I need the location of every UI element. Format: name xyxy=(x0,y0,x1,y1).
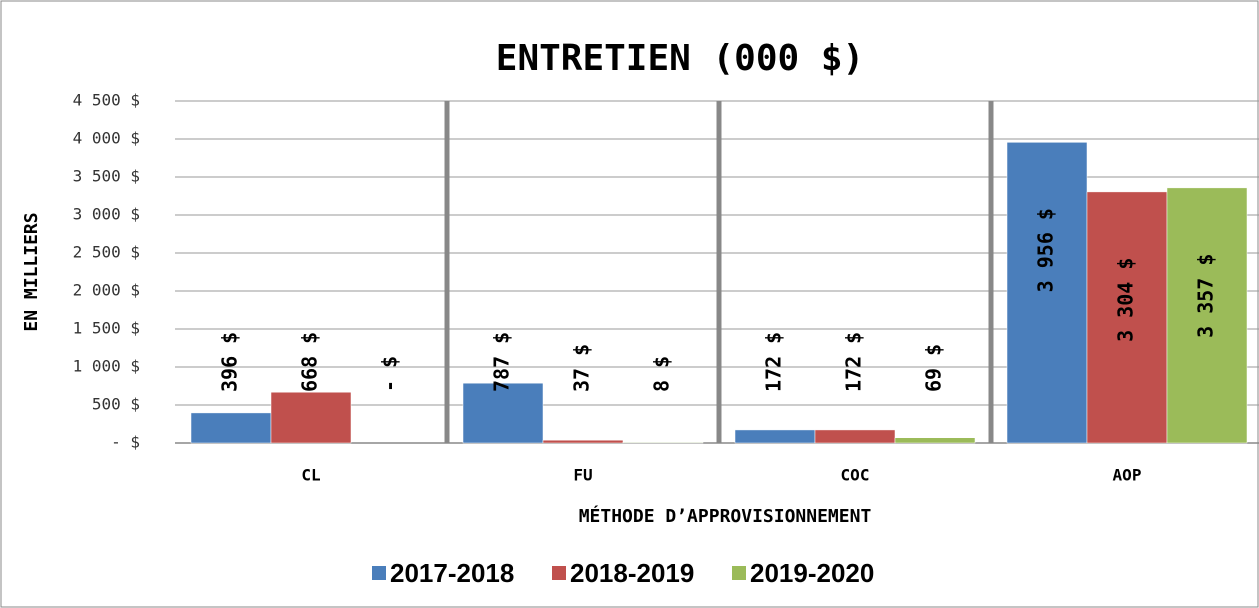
y-tick-label: 4 000 $ xyxy=(73,129,140,148)
y-tick-label: 3 500 $ xyxy=(73,167,140,186)
bar xyxy=(734,429,816,444)
bar xyxy=(1006,142,1088,444)
x-tick-label: AOP xyxy=(1113,466,1142,485)
data-label: 787 $ xyxy=(490,332,514,392)
y-tick-label: 4 500 $ xyxy=(73,91,140,110)
data-label: 8 $ xyxy=(650,356,674,392)
x-tick-label: FU xyxy=(573,466,592,485)
bar xyxy=(190,412,272,444)
bar xyxy=(542,439,624,444)
data-label: 172 $ xyxy=(762,332,786,392)
bar xyxy=(622,442,704,444)
y-tick-label: 1 500 $ xyxy=(73,319,140,338)
y-tick-label: 1 000 $ xyxy=(73,357,140,376)
data-label: 3 956 $ xyxy=(1034,208,1058,292)
bar xyxy=(462,382,544,444)
x-tick-label: COC xyxy=(841,466,870,485)
data-label: 3 304 $ xyxy=(1114,258,1138,342)
data-label: - $ xyxy=(378,356,402,392)
data-label: 69 $ xyxy=(922,344,946,392)
x-tick-label: CL xyxy=(301,466,320,485)
y-tick-label: 2 500 $ xyxy=(73,243,140,262)
y-tick-label: - $ xyxy=(111,433,140,452)
bar xyxy=(894,437,976,444)
y-tick-label: 3 000 $ xyxy=(73,205,140,224)
y-axis-title: EN MILLIERS xyxy=(21,212,42,331)
data-label: 668 $ xyxy=(298,332,322,392)
legend-label: 2018-2019 xyxy=(570,558,694,588)
data-label: 172 $ xyxy=(842,332,866,392)
y-tick-label: 500 $ xyxy=(92,395,140,414)
data-label: 396 $ xyxy=(218,332,242,392)
data-label: 37 $ xyxy=(570,344,594,392)
y-tick-label: 2 000 $ xyxy=(73,281,140,300)
bar xyxy=(1086,191,1168,444)
x-axis-title: MÉTHODE D’APPROVISIONNEMENT xyxy=(579,505,872,527)
data-label: 3 357 $ xyxy=(1194,254,1218,338)
legend-swatch xyxy=(372,566,386,580)
legend-label: 2017-2018 xyxy=(390,558,514,588)
bar xyxy=(1166,187,1248,444)
bar xyxy=(270,391,352,444)
legend-label: 2019-2020 xyxy=(750,558,874,588)
legend-swatch xyxy=(552,566,566,580)
bar xyxy=(814,429,896,444)
legend-swatch xyxy=(732,566,746,580)
chart-title: ENTRETIEN (000 $) xyxy=(496,38,864,79)
